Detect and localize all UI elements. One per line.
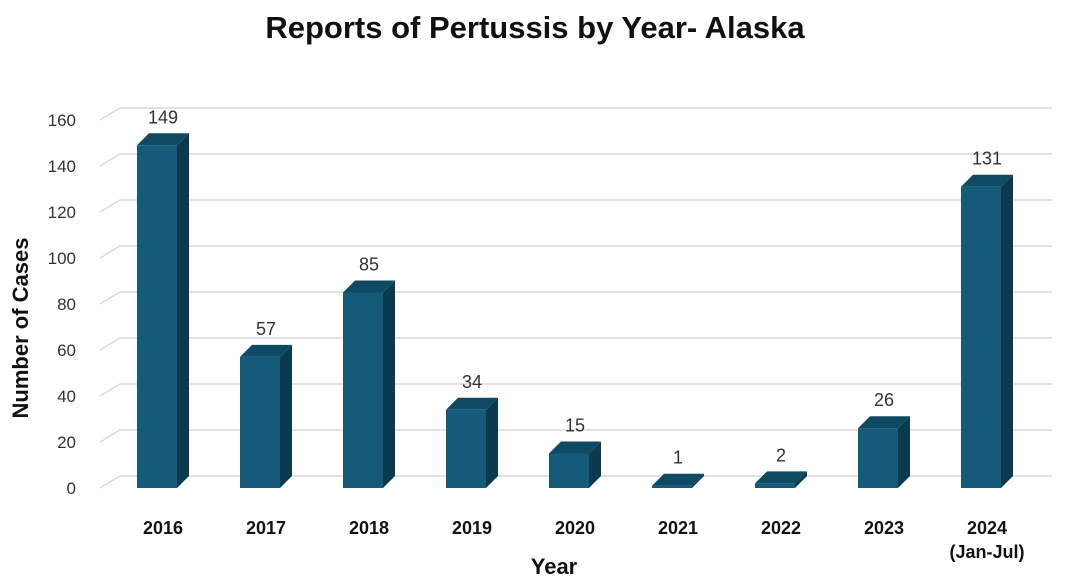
- bar-side: [177, 133, 189, 489]
- x-tick-label: 2017: [246, 518, 286, 538]
- bar-front: [446, 409, 486, 488]
- x-tick-label: (Jan-Jul): [949, 542, 1024, 562]
- bar-front: [961, 186, 1001, 488]
- gridline-160: [99, 107, 1052, 121]
- data-label: 85: [359, 255, 379, 275]
- data-label: 26: [874, 390, 894, 410]
- gridline-140: [99, 153, 1052, 167]
- y-tick-label: 20: [57, 433, 76, 452]
- bar-8: [961, 174, 1013, 488]
- bar-front: [652, 485, 692, 488]
- bar-front: [240, 356, 280, 488]
- data-label: 2: [776, 445, 786, 465]
- bar-3: [446, 397, 498, 488]
- bar-front: [549, 453, 589, 488]
- x-tick-label: 2021: [658, 518, 698, 538]
- bar-side: [486, 397, 498, 488]
- gridline-80: [99, 291, 1052, 305]
- bar-1: [240, 344, 292, 488]
- gridline-20: [99, 429, 1052, 443]
- bar-top: [755, 471, 807, 484]
- bar-top: [343, 280, 395, 293]
- bar-6: [755, 471, 807, 488]
- bar-7: [858, 416, 910, 488]
- bar-top: [240, 344, 292, 357]
- y-tick-label: 120: [48, 203, 76, 222]
- bar-top: [652, 473, 704, 486]
- gridlines: [99, 107, 1052, 489]
- bar-side: [795, 471, 807, 488]
- x-tick-label: 2020: [555, 518, 595, 538]
- gridline-40: [99, 383, 1052, 397]
- y-tick-label: 40: [57, 387, 76, 406]
- y-tick-label: 140: [48, 157, 76, 176]
- bar-4: [549, 441, 601, 488]
- gridline-120: [99, 199, 1052, 213]
- gridline-100: [99, 245, 1052, 259]
- bar-top: [446, 397, 498, 410]
- bar-5: [652, 473, 704, 488]
- gridline-60: [99, 337, 1052, 351]
- x-axis-title: Year: [531, 554, 578, 579]
- data-label: 57: [256, 319, 276, 339]
- gridline-0: [99, 475, 1052, 489]
- data-label: 1: [673, 448, 683, 468]
- bar-front: [137, 145, 177, 489]
- y-tick-label: 160: [48, 111, 76, 130]
- y-tick-label: 100: [48, 249, 76, 268]
- bar-side: [692, 473, 704, 488]
- y-tick-label: 0: [67, 479, 76, 498]
- bar-top: [858, 416, 910, 429]
- data-label: 34: [462, 372, 482, 392]
- bar-side: [280, 344, 292, 488]
- bar-side: [589, 441, 601, 488]
- bar-side: [1001, 174, 1013, 488]
- x-tick-label: 2016: [143, 518, 183, 538]
- y-axis-title: Number of Cases: [8, 238, 33, 419]
- x-tick-label: 2018: [349, 518, 389, 538]
- chart-title: Reports of Pertussis by Year- Alaska: [265, 10, 805, 45]
- y-tick-label: 80: [57, 295, 76, 314]
- x-axis: 2016 2017 2018 2019 2020 2021 2022 2023 2024 (Jan…: [143, 518, 1025, 562]
- bar-top: [549, 441, 601, 454]
- x-tick-label: 2019: [452, 518, 492, 538]
- bar-top: [137, 133, 189, 146]
- x-tick-label: 2024: [967, 518, 1007, 538]
- data-labels: 149 57 85 34 15 1 2 26 131: [148, 107, 1002, 467]
- data-label: 131: [972, 149, 1002, 169]
- bars: [137, 133, 1013, 489]
- data-label: 15: [565, 416, 585, 436]
- bar-top: [961, 174, 1013, 187]
- x-tick-label: 2022: [761, 518, 801, 538]
- bar-front: [343, 292, 383, 488]
- x-tick-label: 2023: [864, 518, 904, 538]
- data-label: 149: [148, 107, 178, 127]
- bar-side: [383, 280, 395, 488]
- bar-front: [858, 428, 898, 488]
- bar-2: [343, 280, 395, 488]
- bar-side: [898, 416, 910, 488]
- y-axis: 0 20 40 60 80 100 120 140 160: [48, 111, 76, 498]
- bar-0: [137, 133, 189, 489]
- bar-front: [755, 483, 795, 488]
- y-tick-label: 60: [57, 341, 76, 360]
